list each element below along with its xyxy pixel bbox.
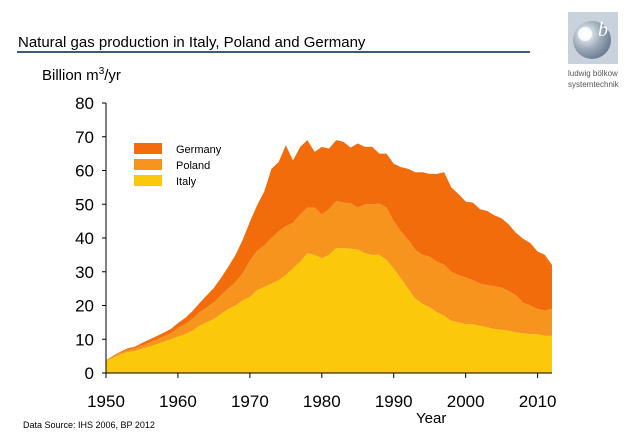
- area-series-group: [106, 140, 552, 373]
- x-tick-label: 1990: [375, 392, 413, 411]
- y-tick-label: 40: [75, 229, 94, 248]
- title-divider: [17, 51, 530, 53]
- source-note: Data Source: IHS 2006, BP 2012: [23, 420, 155, 430]
- y-tick-label: 30: [75, 263, 94, 282]
- y-ticks: 0 10 20 30 40 50 60 70 80: [75, 94, 106, 383]
- area-poland: [106, 200, 552, 362]
- x-tick-label: 1970: [231, 392, 269, 411]
- legend-label-poland: Poland: [176, 160, 210, 172]
- legend-swatch-italy: [134, 175, 162, 186]
- x-axis-label: Year: [416, 410, 447, 427]
- y-tick-label: 80: [75, 94, 94, 113]
- page-title: Natural gas production in Italy, Poland …: [18, 34, 366, 51]
- y-tick-label: 70: [75, 128, 94, 147]
- y-tick-label: 50: [75, 195, 94, 214]
- chart-legend: Germany Poland Italy: [134, 143, 222, 188]
- legend-swatch-poland: [134, 159, 162, 170]
- y-tick-label: 0: [85, 364, 94, 383]
- svg-text:b: b: [598, 19, 608, 41]
- y-axis-label: Billion m3/yr: [42, 66, 121, 84]
- area-germany: [106, 140, 552, 361]
- lbst-logo-icon: b: [568, 12, 618, 64]
- legend-swatch-germany: [134, 143, 162, 154]
- x-tick-label: 1950: [87, 392, 125, 411]
- legend-label-germany: Germany: [176, 144, 222, 156]
- x-tick-label: 2010: [519, 392, 557, 411]
- logo-text-line2: systemtechnik: [568, 80, 619, 89]
- company-logo: b ludwig bölkow systemtechnik: [568, 12, 626, 98]
- x-ticks: 1950 1960 1970 1980 1990 2000 2010: [87, 373, 557, 411]
- legend-label-italy: Italy: [176, 176, 197, 188]
- area-italy: [106, 248, 552, 373]
- x-tick-label: 1980: [303, 392, 341, 411]
- x-tick-label: 2000: [447, 392, 485, 411]
- x-tick-label: 1960: [159, 392, 197, 411]
- y-tick-label: 20: [75, 297, 94, 316]
- y-tick-label: 10: [75, 330, 94, 349]
- y-tick-label: 60: [75, 162, 94, 181]
- logo-text-line1: ludwig bölkow: [568, 69, 618, 78]
